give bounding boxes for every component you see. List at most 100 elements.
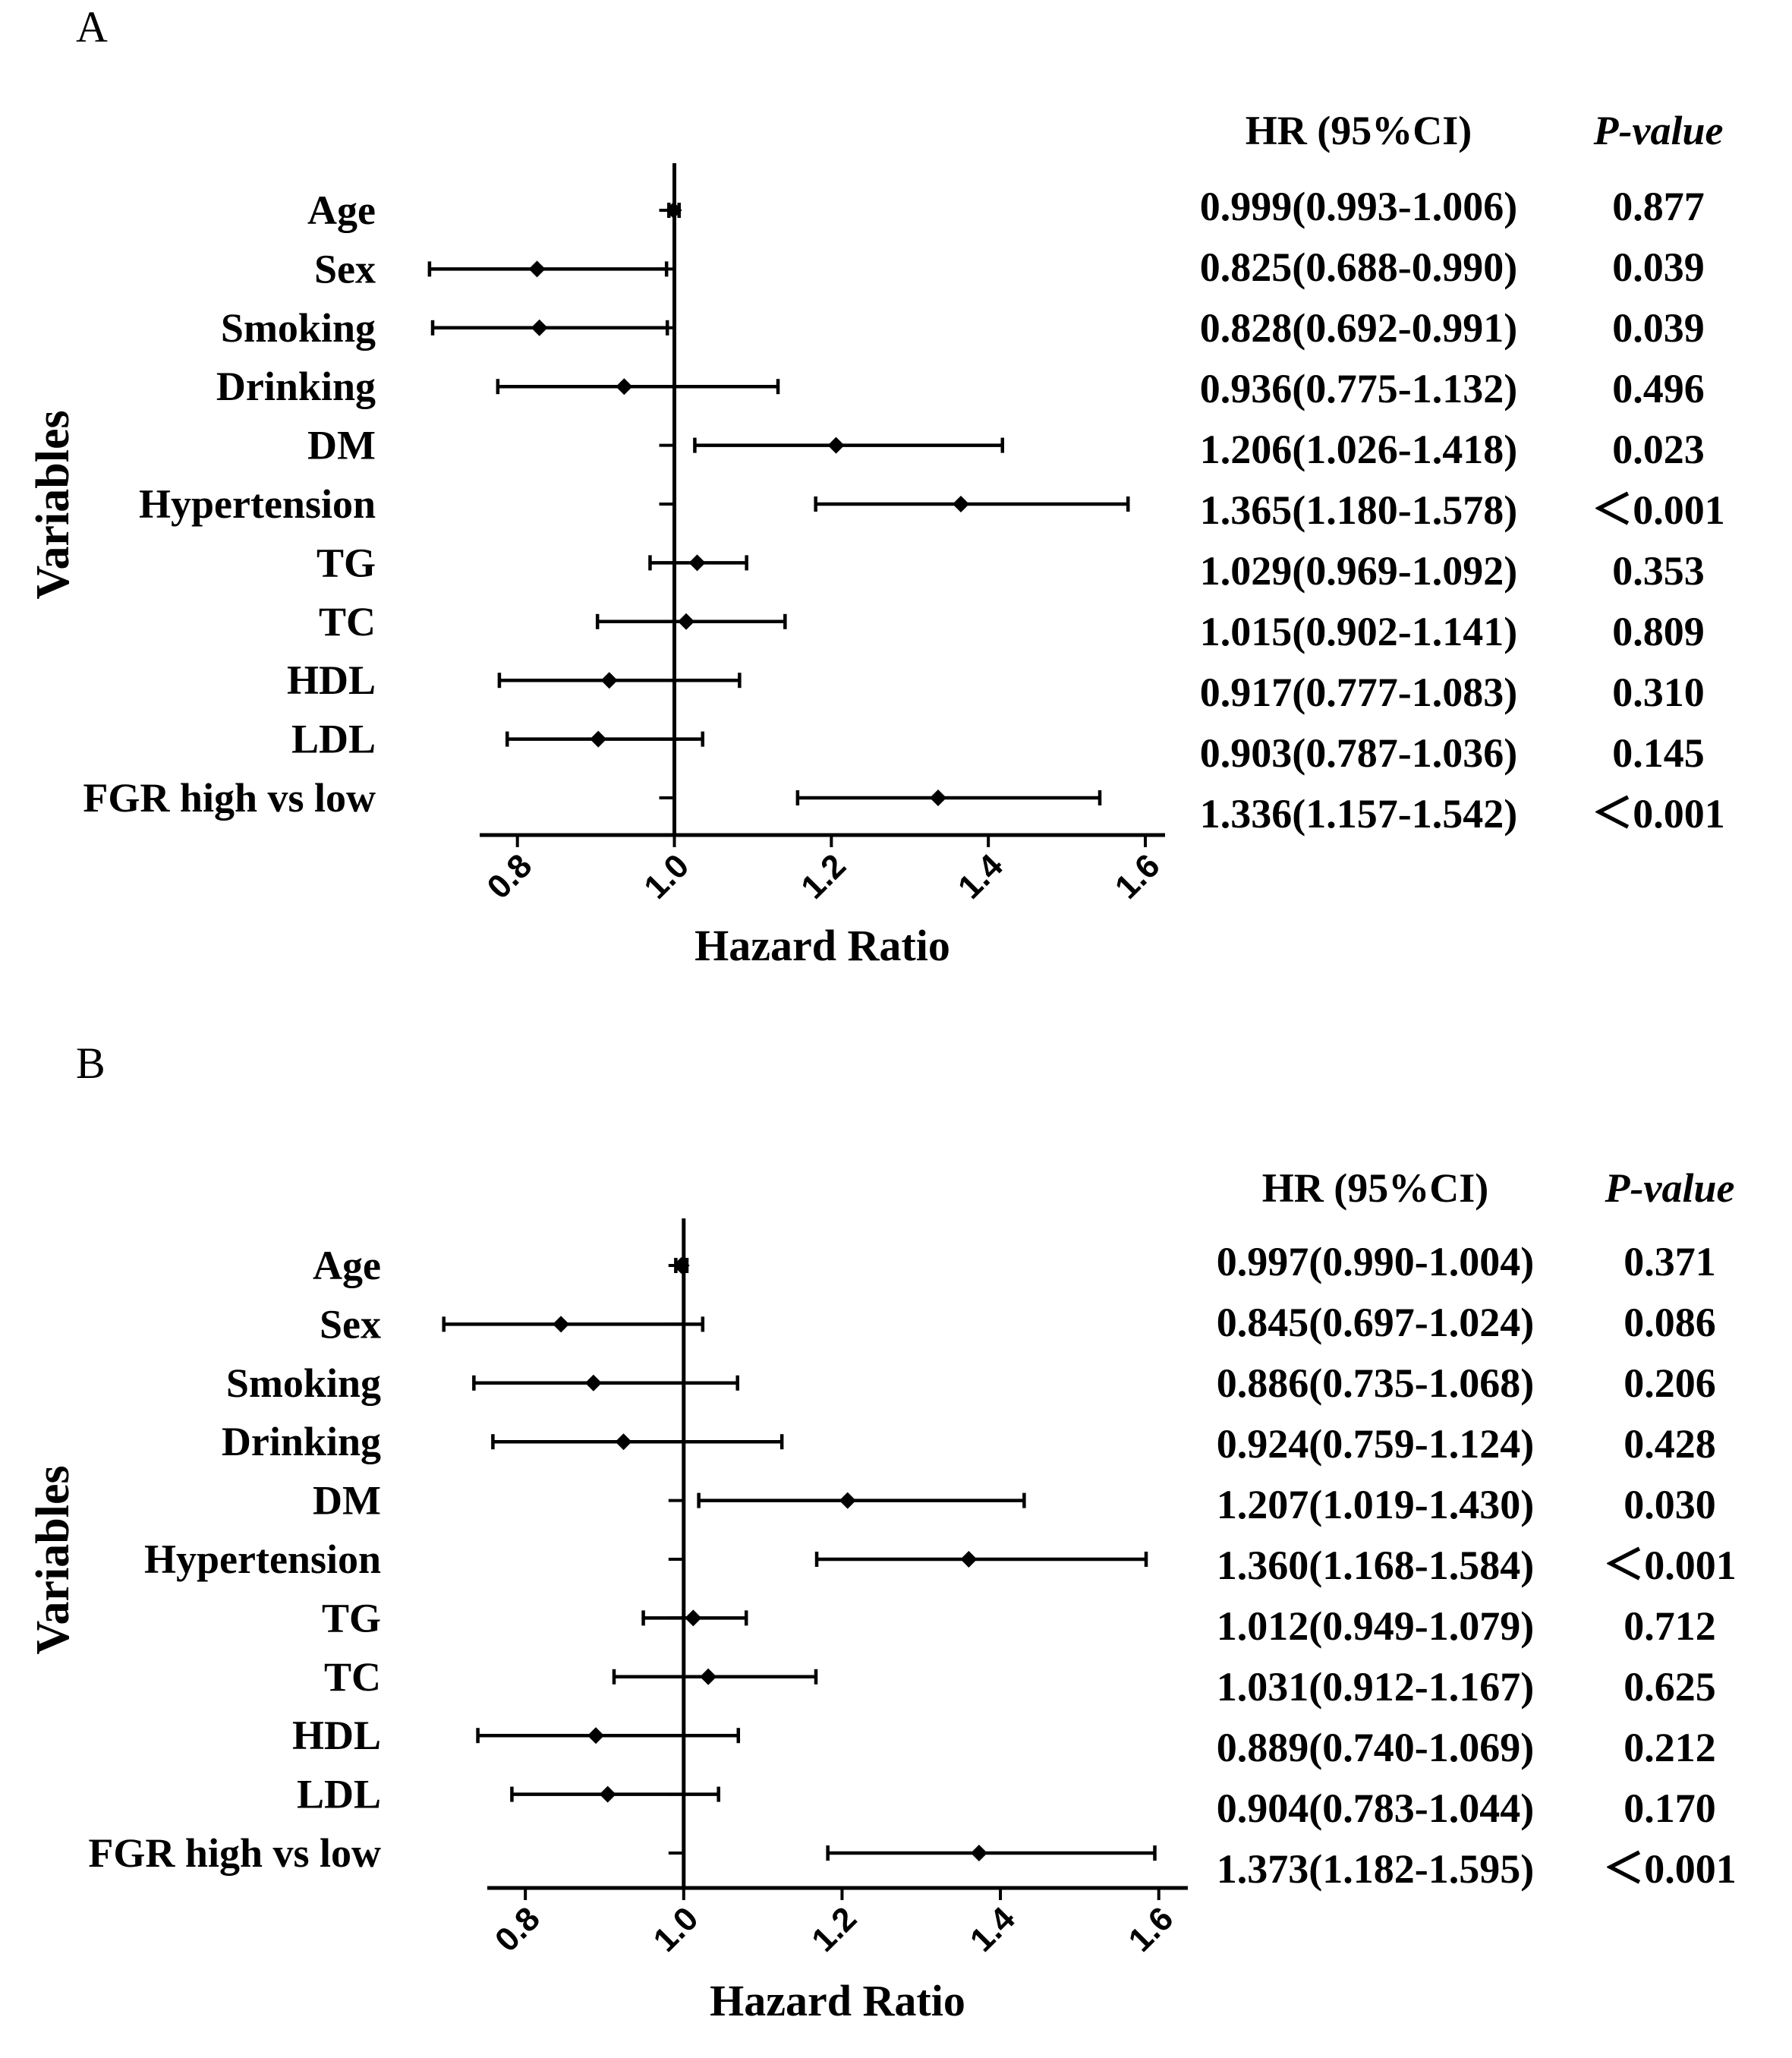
panel-letter: A xyxy=(76,2,108,52)
hr-point xyxy=(600,672,618,689)
p-value: 0.086 xyxy=(1624,1300,1716,1345)
variable-label: Hypertension xyxy=(144,1536,381,1582)
hr-point xyxy=(929,789,946,806)
p-value: 0.170 xyxy=(1624,1785,1716,1831)
variable-label: HDL xyxy=(287,657,376,703)
hr-ci-value: 0.936(0.775-1.132) xyxy=(1200,366,1517,411)
variable-label: TG xyxy=(322,1595,381,1640)
hr-ci-value: 1.360(1.168-1.584) xyxy=(1217,1543,1534,1588)
p-column-header: P-value xyxy=(1593,108,1724,153)
variable-label: FGR high vs low xyxy=(88,1830,381,1876)
hr-ci-value: 0.917(0.777-1.083) xyxy=(1200,670,1517,715)
hr-ci-value: 1.015(0.902-1.141) xyxy=(1200,609,1517,654)
hr-ci-value: 1.336(1.157-1.542) xyxy=(1200,791,1517,837)
x-tick-label: 1.4 xyxy=(963,1899,1022,1959)
hr-ci-value: 0.903(0.787-1.036) xyxy=(1200,730,1517,776)
hr-ci-value: 0.904(0.783-1.044) xyxy=(1217,1785,1534,1831)
hr-ci-value: 1.031(0.912-1.167) xyxy=(1217,1664,1534,1710)
p-value: ＜0.001 xyxy=(1603,1543,1737,1588)
forest-panel-b: B 0.8 1.0 1.2 1.4 1.6 Hazard Ratio Variables HR … xyxy=(27,1038,1737,2025)
variable-label: DM xyxy=(307,423,376,468)
hr-ci-value: 0.825(0.688-0.990) xyxy=(1200,244,1517,290)
variable-label: Drinking xyxy=(222,1419,381,1464)
hr-point xyxy=(584,1374,602,1391)
x-tick-label: 1.0 xyxy=(637,847,696,906)
y-axis-title: Variables xyxy=(27,1465,79,1654)
hr-point xyxy=(688,554,706,572)
hr-point xyxy=(616,378,633,396)
p-value: 0.371 xyxy=(1624,1239,1716,1284)
hr-point xyxy=(685,1609,702,1627)
hr-point xyxy=(952,496,969,512)
hr-ci-value: 0.828(0.692-0.991) xyxy=(1200,305,1517,351)
hr-ci-value: 0.889(0.740-1.069) xyxy=(1217,1725,1534,1770)
variable-label: Smoking xyxy=(226,1360,381,1406)
x-tick-label: 1.4 xyxy=(951,846,1010,906)
panel-letter: B xyxy=(76,1038,106,1088)
hr-ci-value: 0.845(0.697-1.024) xyxy=(1217,1300,1534,1345)
hr-ci-value: 1.365(1.180-1.578) xyxy=(1200,487,1517,533)
p-value: 0.212 xyxy=(1624,1725,1716,1770)
variable-label: Sex xyxy=(314,246,376,292)
hr-ci-value: 1.012(0.949-1.079) xyxy=(1217,1603,1534,1649)
p-value: 0.310 xyxy=(1612,670,1705,715)
hr-point xyxy=(700,1668,717,1685)
hr-ci-value: 1.206(1.026-1.418) xyxy=(1200,427,1517,472)
hr-point xyxy=(531,319,548,336)
variable-label: Drinking xyxy=(216,364,376,409)
x-tick-label: 1.0 xyxy=(647,1900,706,1959)
p-value: 0.428 xyxy=(1624,1421,1716,1467)
hr-ci-value: 0.997(0.990-1.004) xyxy=(1217,1239,1534,1284)
hr-point xyxy=(678,613,695,630)
variable-label: FGR high vs low xyxy=(83,775,376,821)
variable-label: LDL xyxy=(291,717,376,762)
variable-label: Age xyxy=(313,1243,381,1288)
variable-label: Sex xyxy=(320,1301,381,1347)
x-axis-title: Hazard Ratio xyxy=(710,1976,965,2025)
p-value: 0.039 xyxy=(1612,305,1705,351)
x-tick-label: 1.6 xyxy=(1108,847,1167,906)
variable-label: Smoking xyxy=(221,305,376,351)
x-tick-label: 1.2 xyxy=(794,847,853,906)
variable-label: TC xyxy=(319,599,376,645)
hr-column-header: HR (95%CI) xyxy=(1246,108,1472,153)
hr-point xyxy=(839,1492,856,1509)
forest-panel-a: A 0.8 1.0 1.2 1.4 1.6 Hazard Ratio Variables HR … xyxy=(27,2,1725,970)
variable-label: Age xyxy=(307,188,376,233)
hr-point xyxy=(590,730,607,748)
variable-label: HDL xyxy=(292,1713,381,1758)
variable-label: Hypertension xyxy=(139,481,376,527)
p-value: ＜0.001 xyxy=(1592,791,1725,837)
hr-ci-value: 1.029(0.969-1.092) xyxy=(1200,548,1517,594)
hr-point xyxy=(615,1433,632,1451)
y-axis-title: Variables xyxy=(27,410,79,599)
p-value: 0.712 xyxy=(1624,1603,1716,1649)
p-value: 0.206 xyxy=(1624,1360,1716,1406)
p-value: 0.809 xyxy=(1612,609,1705,654)
variable-label: LDL xyxy=(297,1772,381,1817)
variable-label: DM xyxy=(313,1478,381,1524)
p-value: 0.030 xyxy=(1624,1482,1716,1527)
hr-ci-value: 0.924(0.759-1.124) xyxy=(1217,1421,1534,1467)
p-value: 0.353 xyxy=(1612,548,1705,594)
x-tick-label: 0.8 xyxy=(480,847,539,906)
hr-point xyxy=(665,202,682,219)
x-tick-label: 1.2 xyxy=(805,1900,864,1959)
hr-point xyxy=(553,1316,570,1333)
hr-column-header: HR (95%CI) xyxy=(1262,1165,1488,1211)
x-axis-title: Hazard Ratio xyxy=(694,921,950,970)
hr-point xyxy=(528,260,546,278)
hr-point xyxy=(599,1785,616,1803)
hr-ci-value: 1.373(1.182-1.595) xyxy=(1217,1846,1534,1892)
variable-label: TC xyxy=(324,1654,381,1700)
p-value: 0.625 xyxy=(1624,1664,1716,1710)
p-value: ＜0.001 xyxy=(1592,487,1725,533)
hr-ci-value: 1.207(1.019-1.430) xyxy=(1217,1482,1534,1527)
x-tick-label: 1.6 xyxy=(1121,1900,1180,1959)
hr-point xyxy=(970,1845,987,1861)
p-value: 0.877 xyxy=(1612,184,1705,229)
hr-ci-value: 0.999(0.993-1.006) xyxy=(1200,184,1517,229)
hr-point xyxy=(960,1551,978,1568)
x-tick-label: 0.8 xyxy=(488,1900,547,1959)
